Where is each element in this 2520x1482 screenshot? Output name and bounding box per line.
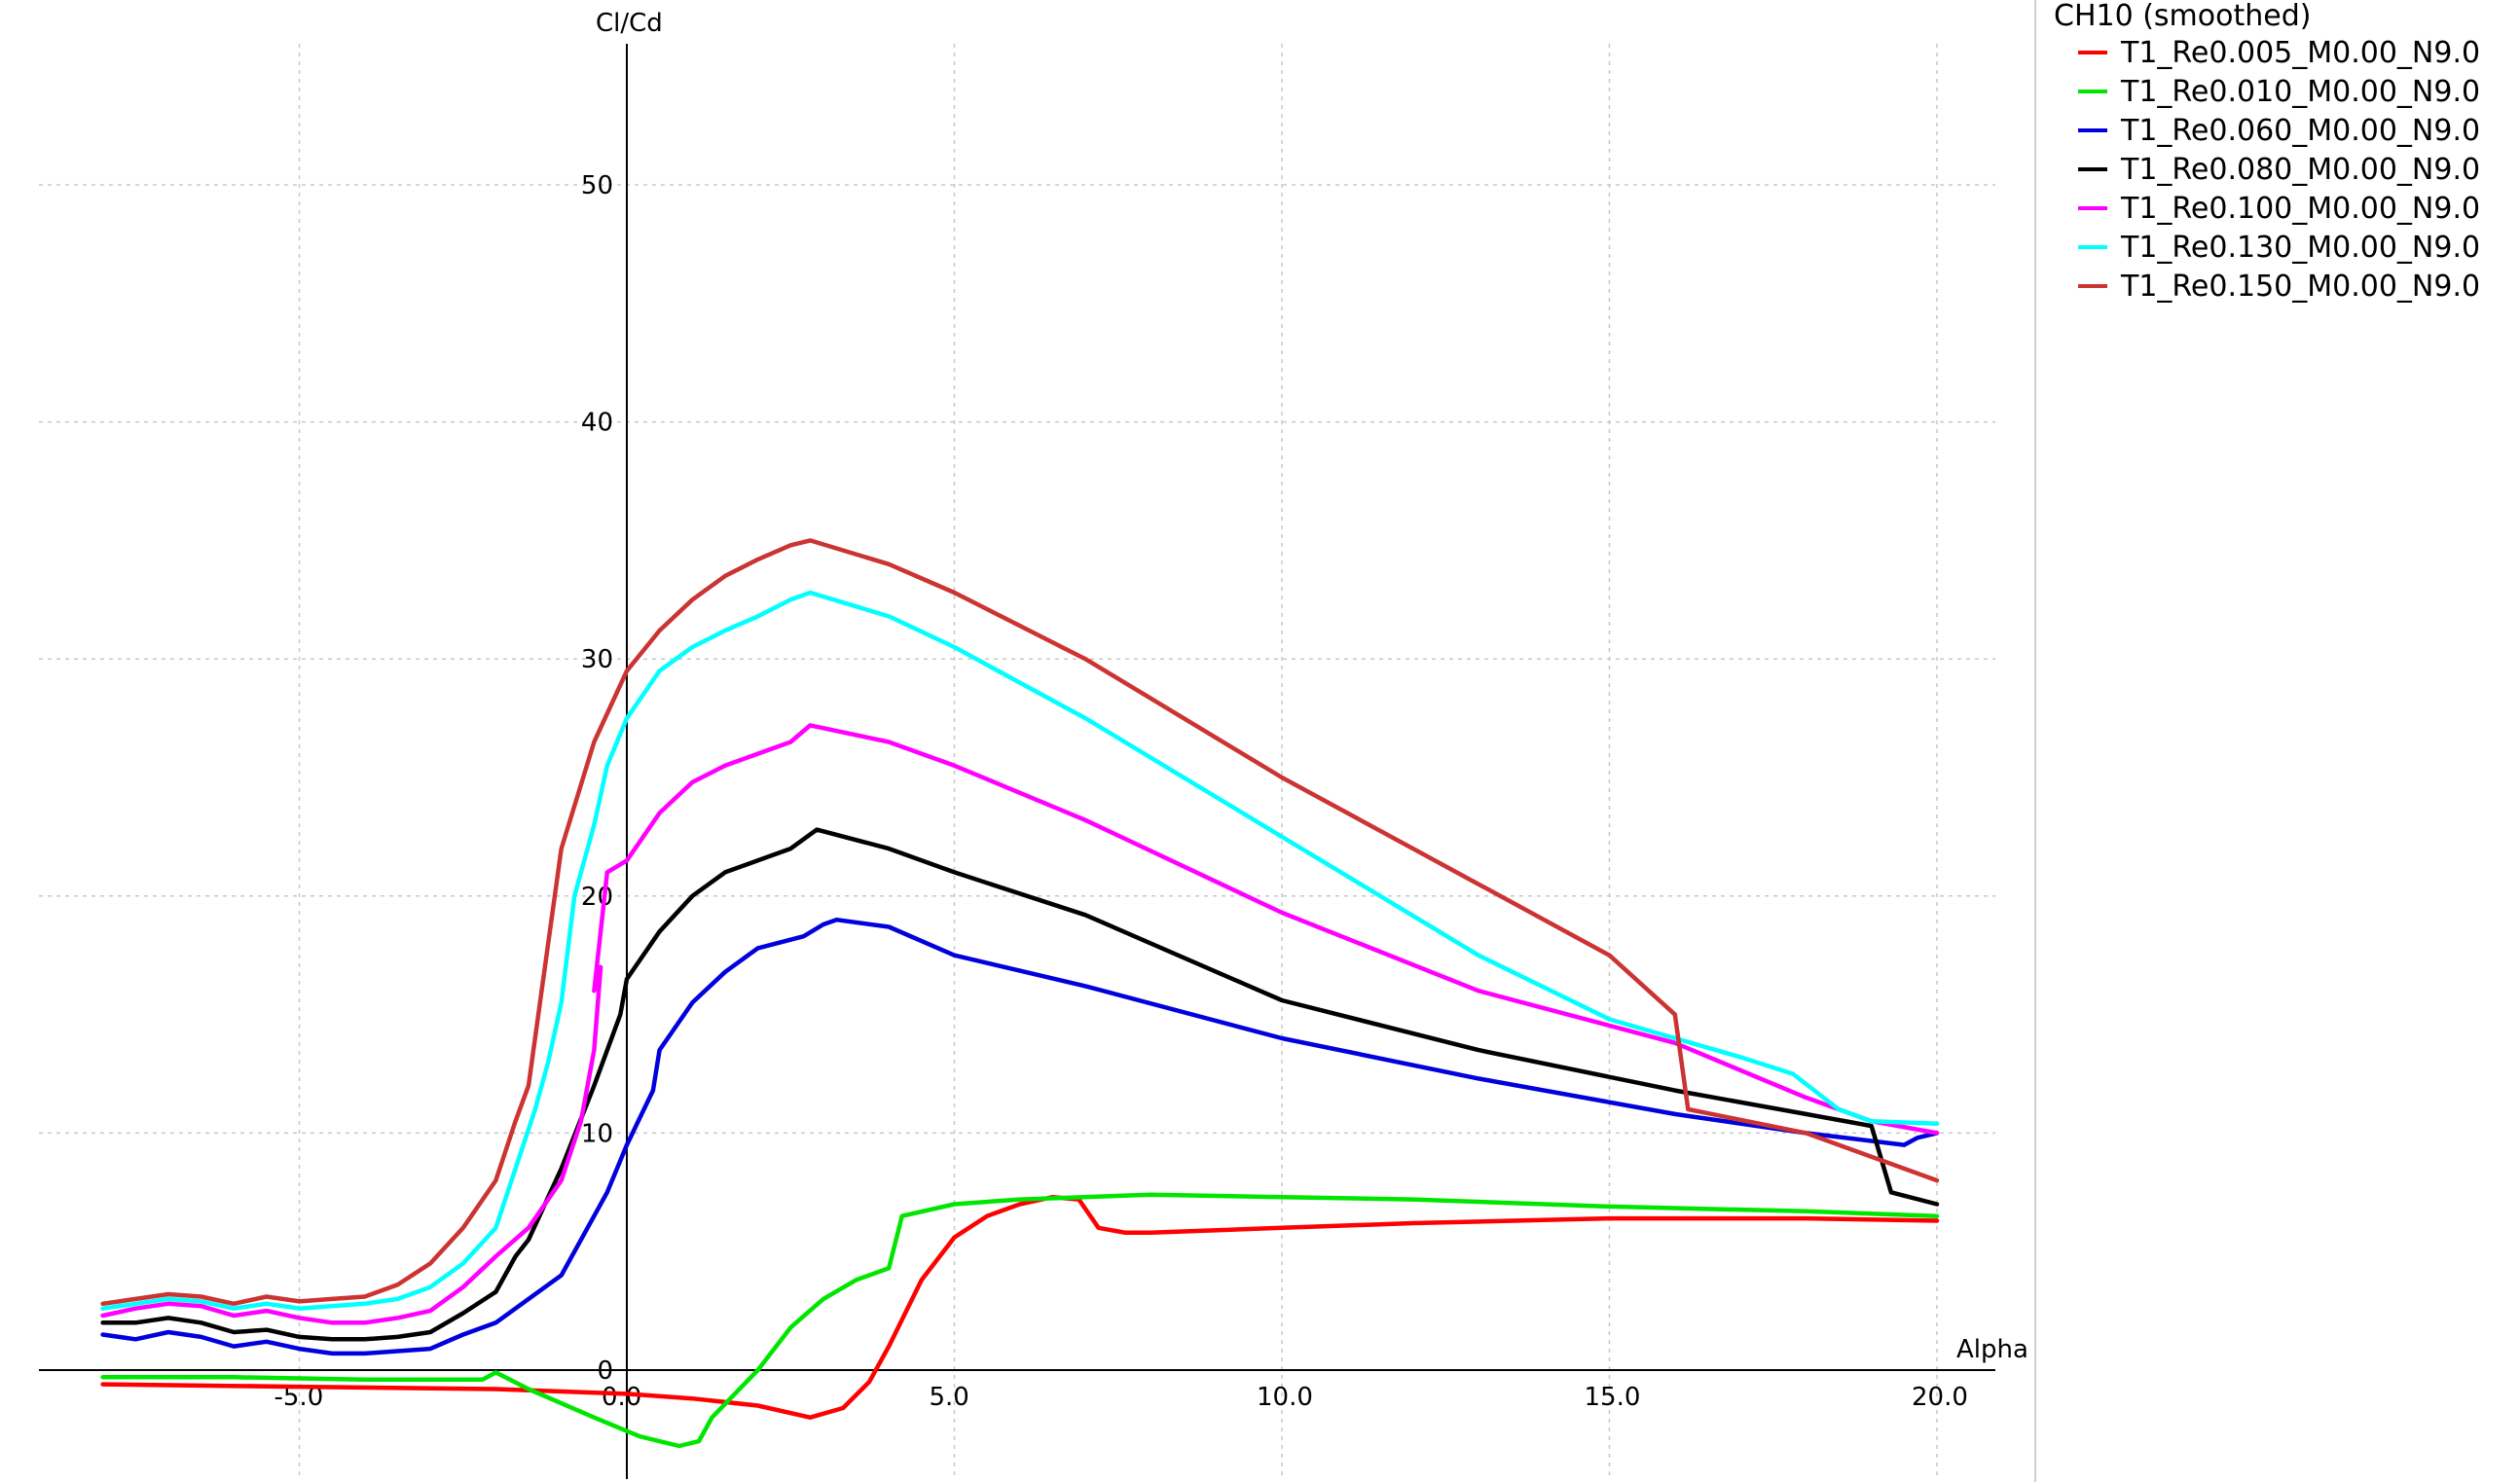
legend-swatch <box>2078 51 2107 54</box>
series-line-5 <box>100 723 1940 1325</box>
legend-label: T1_Re0.005_M0.00_N9.0 <box>2121 35 2481 70</box>
series-line-6 <box>100 590 1940 1311</box>
legend-item: T1_Re0.150_M0.00_N9.0 <box>2078 267 2480 306</box>
legend-items: T1_Re0.005_M0.00_N9.0 T1_Re0.010_M0.00_N9… <box>2054 33 2480 306</box>
legend-label: T1_Re0.060_M0.00_N9.0 <box>2121 113 2481 148</box>
legend-swatch <box>2078 90 2107 93</box>
legend-label: T1_Re0.150_M0.00_N9.0 <box>2121 269 2481 304</box>
x-tick-label: 5.0 <box>930 1383 969 1412</box>
legend-swatch <box>2078 284 2107 288</box>
grid-lines <box>39 44 1995 1479</box>
legend-item: T1_Re0.080_M0.00_N9.0 <box>2078 150 2480 189</box>
series-line-7 <box>100 538 1940 1307</box>
series-line-3 <box>100 917 1940 1356</box>
axes <box>39 44 1995 1479</box>
legend-item: T1_Re0.005_M0.00_N9.0 <box>2078 33 2480 72</box>
x-tick-label: 15.0 <box>1585 1383 1641 1412</box>
series-line-2 <box>100 1192 1940 1449</box>
y-tick-label: 0 <box>597 1356 613 1386</box>
y-tick-label: 40 <box>581 409 613 438</box>
legend-divider <box>2034 0 2036 1482</box>
legend-item: T1_Re0.060_M0.00_N9.0 <box>2078 111 2480 150</box>
x-tick-label: 20.0 <box>1912 1383 1968 1412</box>
legend-swatch <box>2078 128 2107 132</box>
legend-swatch <box>2078 167 2107 171</box>
series-lines <box>100 538 1940 1449</box>
legend-label: T1_Re0.080_M0.00_N9.0 <box>2121 152 2481 187</box>
x-tick-label: 0.0 <box>602 1383 641 1412</box>
series-line-4 <box>100 827 1940 1342</box>
legend-label: T1_Re0.130_M0.00_N9.0 <box>2121 230 2481 265</box>
y-tick-label: 10 <box>581 1119 613 1148</box>
legend-label: T1_Re0.100_M0.00_N9.0 <box>2121 191 2481 226</box>
legend-title: CH10 (smoothed) <box>2054 0 2312 33</box>
legend: CH10 (smoothed) T1_Re0.005_M0.00_N9.0 T1_… <box>2054 0 2480 306</box>
series-line-1 <box>100 1194 1940 1420</box>
legend-item: T1_Re0.100_M0.00_N9.0 <box>2078 189 2480 228</box>
x-axis-label: Alpha <box>1956 1335 2028 1364</box>
y-axis-label: Cl/Cd <box>596 9 663 38</box>
y-tick-label: 50 <box>581 171 613 200</box>
y-tick-label: 20 <box>581 883 613 912</box>
legend-swatch <box>2078 206 2107 210</box>
x-tick-label: 10.0 <box>1257 1383 1313 1412</box>
legend-item: T1_Re0.130_M0.00_N9.0 <box>2078 228 2480 267</box>
y-tick-label: 30 <box>581 645 613 674</box>
legend-swatch <box>2078 245 2107 249</box>
legend-label: T1_Re0.010_M0.00_N9.0 <box>2121 74 2481 109</box>
legend-item: T1_Re0.010_M0.00_N9.0 <box>2078 72 2480 111</box>
